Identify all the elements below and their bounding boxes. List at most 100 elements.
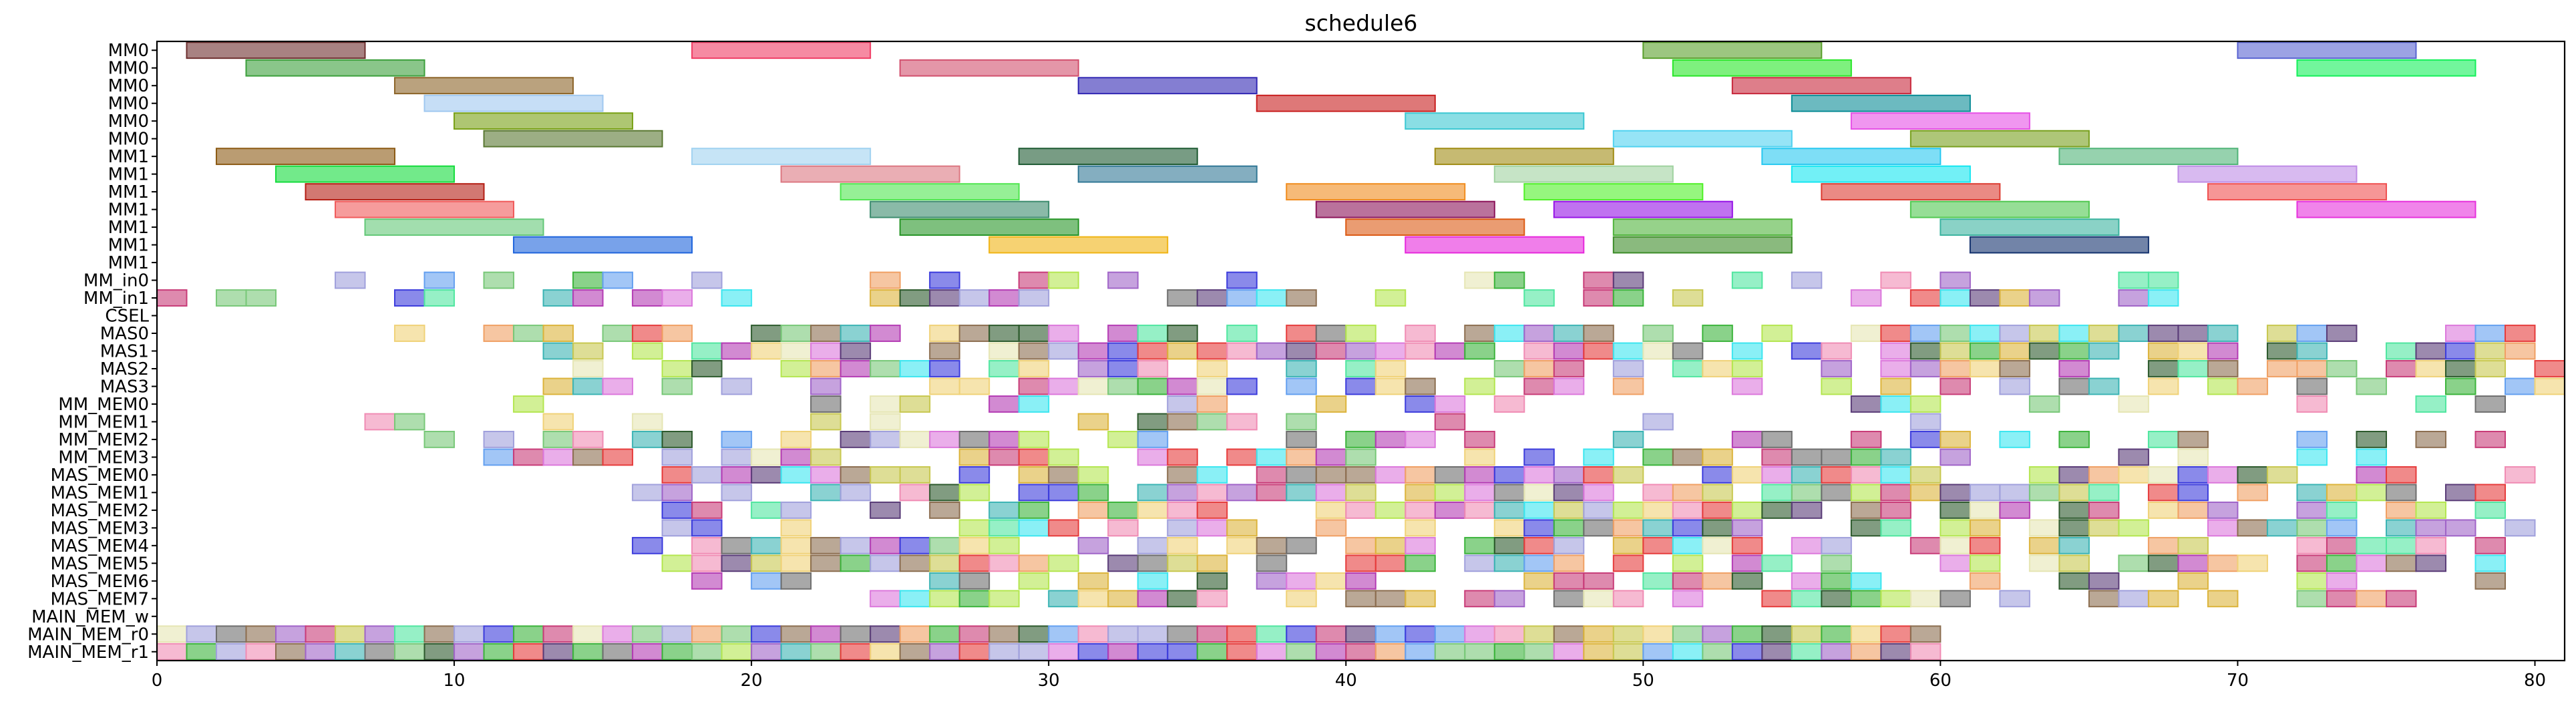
task-bar <box>691 148 872 166</box>
slot-bar <box>2444 377 2476 395</box>
slot-bar <box>1612 536 1644 554</box>
slot-bar <box>2296 519 2328 537</box>
slot-bar <box>1791 501 1823 519</box>
task-bar <box>423 94 604 112</box>
slot-bar <box>988 360 1020 377</box>
slot-bar <box>1731 519 1763 537</box>
slot-bar <box>2415 536 2446 554</box>
slot-bar <box>245 625 277 643</box>
slot-bar <box>1553 519 1585 537</box>
slot-bar <box>1702 536 1733 554</box>
slot-bar <box>780 643 812 661</box>
y-tick-label: MAS_MEM6 <box>50 572 149 592</box>
slot-bar <box>1256 466 1288 484</box>
slot-bar <box>1909 325 1942 342</box>
slot-bar <box>810 360 842 377</box>
slot-bar <box>1940 431 1971 448</box>
slot-bar <box>2058 501 2090 519</box>
slot-bar <box>1909 536 1942 554</box>
slot-bar <box>2028 466 2060 484</box>
slot-bar <box>1672 572 1704 590</box>
slot-bar <box>661 501 693 519</box>
slot-bar <box>1018 325 1050 342</box>
slot-bar <box>1523 325 1555 342</box>
slot-bar <box>1999 377 2030 395</box>
slot-bar <box>1909 289 1942 307</box>
slot-bar <box>2177 536 2209 554</box>
slot-bar <box>1315 643 1347 661</box>
slot-bar <box>1405 466 1436 484</box>
slot-bar <box>1940 325 1971 342</box>
slot-bar <box>661 325 693 342</box>
x-tick-label: 60 <box>1929 671 1952 691</box>
slot-bar <box>1226 325 1258 342</box>
slot-bar <box>2058 325 2090 342</box>
slot-bar <box>2296 342 2328 360</box>
slot-bar <box>1553 625 1585 643</box>
slot-bar <box>1553 590 1585 608</box>
slot-bar <box>721 484 753 502</box>
slot-bar <box>1791 271 1823 289</box>
slot-bar <box>1256 448 1288 466</box>
slot-bar <box>810 448 842 466</box>
slot-bar <box>2147 554 2179 572</box>
slot-bar <box>1761 484 1793 502</box>
slot-bar <box>2088 466 2120 484</box>
x-tick-label: 10 <box>443 671 466 691</box>
slot-bar <box>840 360 872 377</box>
slot-bar <box>632 484 663 502</box>
slot-bar <box>2207 325 2239 342</box>
slot-bar <box>335 643 366 661</box>
slot-bar <box>2385 519 2417 537</box>
slot-bar <box>661 448 693 466</box>
slot-bar <box>1077 360 1109 377</box>
task-bar <box>364 218 544 236</box>
slot-bar <box>1286 377 1317 395</box>
slot-bar <box>2088 325 2120 342</box>
slot-bar <box>1821 377 1852 395</box>
slot-bar <box>721 466 753 484</box>
slot-bar <box>632 625 663 643</box>
slot-bar <box>2207 590 2239 608</box>
slot-bar <box>2296 395 2328 413</box>
slot-bar <box>1374 342 1407 360</box>
slot-bar <box>870 395 901 413</box>
y-tick-label: MM1 <box>108 182 149 202</box>
slot-bar <box>1226 342 1258 360</box>
slot-bar <box>2415 395 2446 413</box>
slot-bar <box>1345 342 1376 360</box>
slot-bar <box>1940 484 1971 502</box>
slot-bar <box>2147 501 2179 519</box>
slot-bar <box>1107 360 1139 377</box>
y-tick-label: MM1 <box>108 165 149 185</box>
slot-bar <box>1672 536 1704 554</box>
slot-bar <box>1523 466 1555 484</box>
slot-bar <box>2444 360 2476 377</box>
slot-bar <box>1018 448 1050 466</box>
slot-bar <box>1761 590 1793 608</box>
slot-bar <box>2058 377 2090 395</box>
chart-title: schedule6 <box>1305 10 1418 36</box>
slot-bar <box>2326 360 2358 377</box>
slot-bar <box>1345 448 1376 466</box>
slot-bar <box>1167 536 1198 554</box>
slot-bar <box>2147 484 2179 502</box>
slot-bar <box>453 625 485 643</box>
slot-bar <box>1137 325 1169 342</box>
slot-bar <box>2444 342 2476 360</box>
slot-bar <box>1583 572 1614 590</box>
task-bar <box>335 200 515 218</box>
slot-bar <box>840 536 872 554</box>
slot-bar <box>1018 484 1050 502</box>
slot-bar <box>602 625 634 643</box>
slot-bar <box>2296 501 2328 519</box>
y-tick-label: MAS1 <box>100 342 149 362</box>
slot-bar <box>929 625 960 643</box>
slot-bar <box>1464 377 1495 395</box>
slot-bar <box>2237 377 2268 395</box>
slot-bar <box>1553 466 1585 484</box>
slot-bar <box>1137 501 1169 519</box>
slot-bar <box>1523 519 1555 537</box>
y-tick-label: MM_MEM1 <box>58 412 149 432</box>
slot-bar <box>1315 519 1347 537</box>
